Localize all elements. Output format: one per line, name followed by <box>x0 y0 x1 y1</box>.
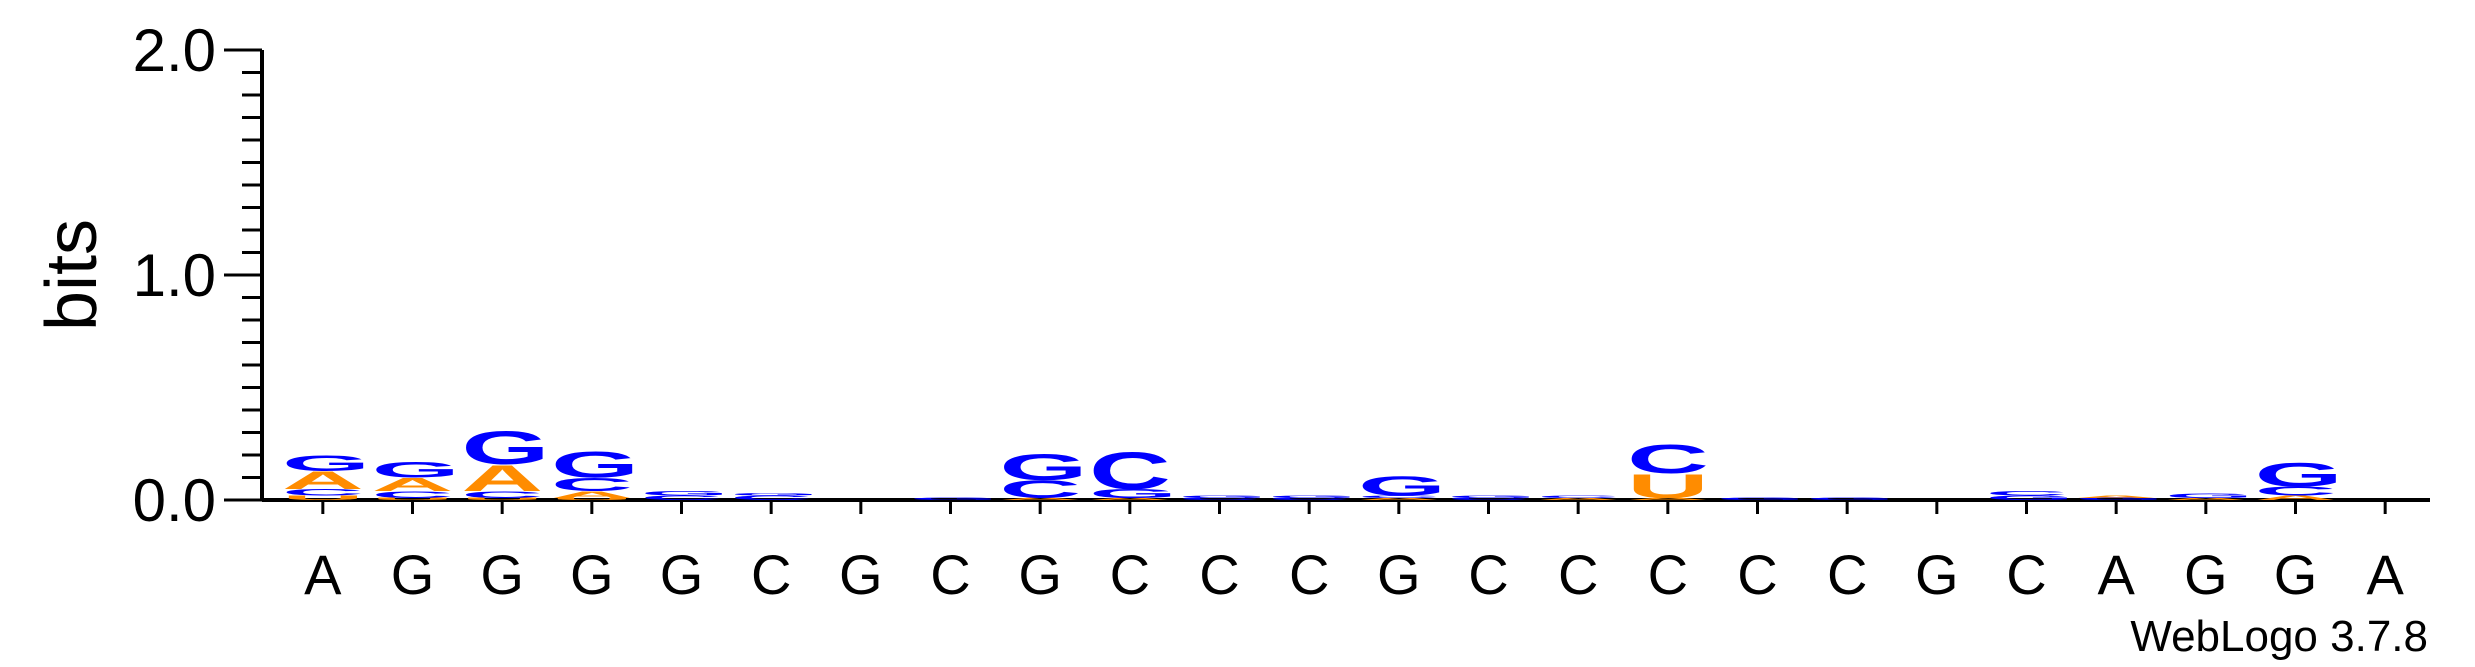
logo-letter-g: G <box>641 490 729 497</box>
logo-letter-g: G <box>1986 494 2074 501</box>
x-tick-label: C <box>1737 543 1777 606</box>
y-tick-label: 2.0 <box>133 17 216 84</box>
logo-letter-g: G <box>551 444 639 486</box>
logo-letter-a: A <box>1089 497 1171 501</box>
logo-letter-c: C <box>641 494 723 501</box>
x-tick-label: G <box>839 543 883 606</box>
y-axis-label: bits <box>32 219 112 331</box>
x-tick-label: G <box>660 543 704 606</box>
logo-letter-u: U <box>372 497 454 501</box>
x-tick-label: G <box>2274 543 2318 606</box>
x-tick-label: G <box>2184 543 2228 606</box>
logo-letter-g: G <box>1089 487 1177 501</box>
logo-letter-u: U <box>1627 467 1709 506</box>
logo-letter-u: U <box>551 497 633 501</box>
logo-letter-u: U <box>282 494 364 501</box>
x-tick-label: C <box>1558 543 1598 606</box>
x-tick-label: G <box>480 543 524 606</box>
logo-letter-c: C <box>1358 495 1440 499</box>
logo-letter-g: G <box>730 493 818 497</box>
logo-letter-c: C <box>461 489 543 499</box>
logo-letter-c: C <box>1537 495 1619 499</box>
logo-letter-c: C <box>999 476 1081 504</box>
y-tick-label: 1.0 <box>133 242 216 309</box>
logo-letter-g: G <box>2165 492 2253 499</box>
logo-letter-g: G <box>2255 455 2343 494</box>
logo-letter-c: C <box>1089 441 1171 500</box>
x-tick-label: G <box>391 543 435 606</box>
logo-letter-g: G <box>1717 497 1805 501</box>
logo-letter-g: G <box>999 446 1087 488</box>
y-tick-label: 0.0 <box>133 467 216 534</box>
logo-letter-g: G <box>2075 497 2163 501</box>
x-tick-label: G <box>1377 543 1421 606</box>
credit-label: WebLogo 3.7.8 <box>2130 612 2428 661</box>
x-tick-label: A <box>2366 543 2404 606</box>
x-tick-label: C <box>1289 543 1329 606</box>
logo-letter-a: A <box>372 474 454 495</box>
logo-letter-a: A <box>1537 497 1619 501</box>
logo-letter-g: G <box>282 451 370 475</box>
x-tick-label: C <box>930 543 970 606</box>
x-tick-label: C <box>1648 543 1688 606</box>
logo-letter-g: G <box>1268 495 1356 499</box>
logo-letter-c: C <box>1986 490 2068 497</box>
x-tick-label: C <box>2006 543 2046 606</box>
x-tick-label: C <box>1199 543 1239 606</box>
logo-letter-g: G <box>910 497 998 501</box>
logo-letter-c: C <box>1268 497 1350 501</box>
logo-letter-a: A <box>282 467 364 495</box>
logo-letter-c: C <box>282 487 364 497</box>
logo-letter-g: G <box>1806 497 1894 501</box>
logo-letter-c: C <box>730 494 812 501</box>
logo-letter-a: A <box>2255 494 2337 501</box>
x-tick-label: G <box>1018 543 1062 606</box>
x-tick-label: A <box>304 543 342 606</box>
x-tick-label: C <box>751 543 791 606</box>
logo-letter-u: U <box>461 497 543 501</box>
logo-letter-c: C <box>2255 484 2337 498</box>
x-tick-label: C <box>1110 543 1150 606</box>
logo-letter-a: A <box>551 489 633 499</box>
logo-letter-a: A <box>999 497 1081 501</box>
logo-letter-c: C <box>1179 497 1261 501</box>
logo-letter-c: C <box>372 489 454 499</box>
logo-letter-a: A <box>1358 497 1440 501</box>
logo-letter-g: G <box>1358 470 1446 502</box>
logo-letter-c: C <box>551 474 633 495</box>
logo-letter-g: G <box>372 458 460 482</box>
x-tick-label: C <box>1827 543 1867 606</box>
logo-letter-a: A <box>2075 495 2157 499</box>
logo-letter-a: A <box>1627 497 1709 501</box>
logo-letter-g: G <box>1448 495 1536 499</box>
x-tick-label: G <box>1915 543 1959 606</box>
logo-letter-a: A <box>461 457 543 499</box>
logo-letter-c: C <box>1627 437 1709 482</box>
logo-letter-a: A <box>2165 497 2247 501</box>
logo-letter-g: G <box>1179 495 1267 499</box>
x-tick-label: A <box>2097 543 2135 606</box>
x-tick-label: C <box>1468 543 1508 606</box>
axes: 0.01.02.0A G G G G C G C G C C C G C C C C C G C A G G A <box>133 17 2430 606</box>
logo-letter-c: C <box>1448 497 1530 501</box>
x-tick-label: G <box>570 543 614 606</box>
logo-letter-g: G <box>461 422 549 474</box>
